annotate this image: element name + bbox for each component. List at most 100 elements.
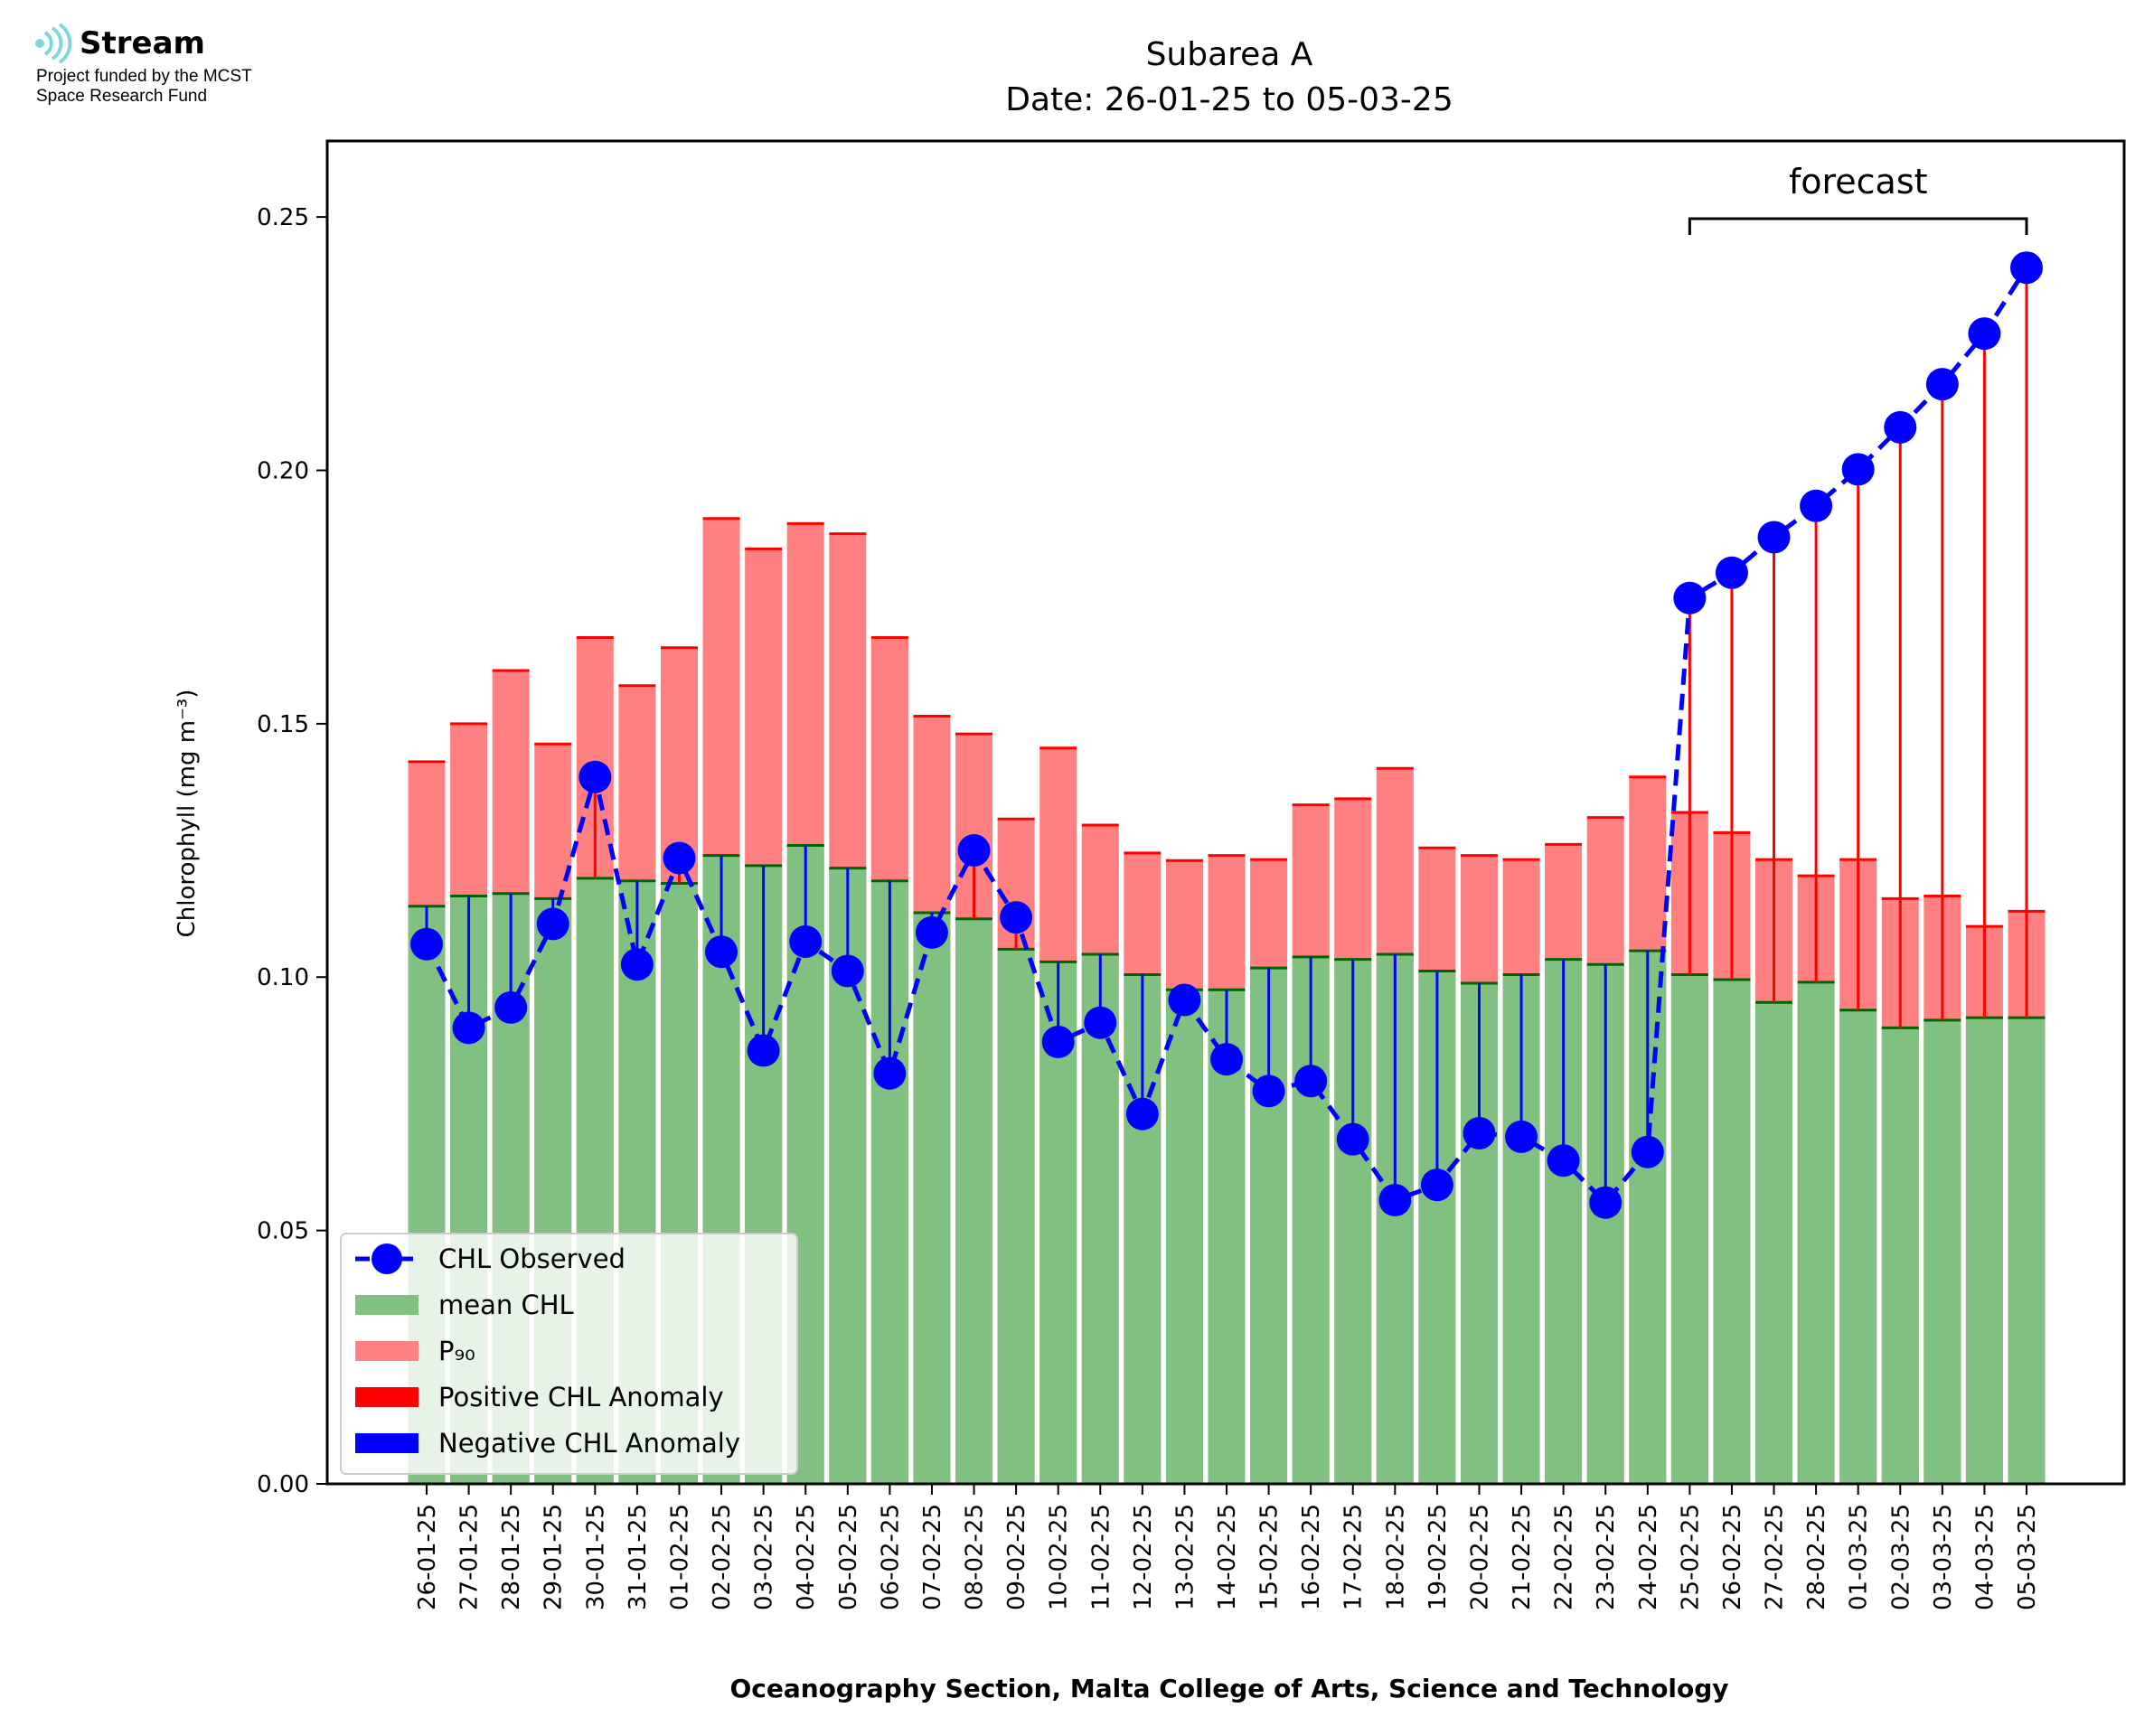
mean-bar-02-03-25 — [1881, 1028, 1919, 1484]
x-tick-label-26-02-25: 26-02-25 — [1719, 1504, 1746, 1610]
legend-marker-chl-observed — [372, 1243, 402, 1274]
x-tick-label-05-03-25: 05-03-25 — [2014, 1504, 2041, 1610]
x-tick-label-14-02-25: 14-02-25 — [1214, 1504, 1241, 1610]
mean-bar-05-03-25 — [2008, 1018, 2046, 1484]
x-tick-label-02-02-25: 02-02-25 — [709, 1504, 736, 1610]
legend-swatch-3 — [355, 1387, 419, 1407]
legend-label-1: mean CHL — [438, 1290, 574, 1320]
mean-bar-03-03-25 — [1924, 1019, 1961, 1484]
mean-bar-25-02-25 — [1670, 974, 1708, 1484]
chl-observed-point-28-02-25 — [1800, 489, 1833, 522]
y-axis-label: Chlorophyll (mg m⁻³) — [174, 690, 201, 938]
chl-observed-point-27-01-25 — [452, 1011, 485, 1045]
x-tick-label-27-02-25: 27-02-25 — [1762, 1504, 1789, 1610]
y-tick-label: 0.25 — [257, 204, 309, 231]
chl-observed-point-05-03-25 — [2010, 251, 2043, 285]
chl-observed-point-02-02-25 — [705, 935, 738, 969]
x-tick-label-04-02-25: 04-02-25 — [793, 1504, 820, 1610]
chl-observed-point-18-02-25 — [1378, 1183, 1412, 1216]
chl-observed-point-20-02-25 — [1463, 1116, 1496, 1150]
mean-bar-27-02-25 — [1755, 1002, 1793, 1484]
x-tick-label-10-02-25: 10-02-25 — [1046, 1504, 1073, 1610]
logo-title: Stream — [80, 25, 205, 61]
x-tick-label-01-02-25: 01-02-25 — [666, 1504, 693, 1610]
x-tick-label-17-02-25: 17-02-25 — [1340, 1504, 1368, 1610]
chl-observed-point-04-03-25 — [1968, 317, 2001, 351]
chl-observed-point-04-02-25 — [789, 924, 823, 958]
x-tick-label-23-02-25: 23-02-25 — [1593, 1504, 1620, 1610]
x-tick-label-02-03-25: 02-03-25 — [1887, 1504, 1914, 1610]
chl-observed-point-21-02-25 — [1505, 1120, 1538, 1153]
mean-bar-11-02-25 — [1081, 954, 1119, 1484]
x-tick-label-06-02-25: 06-02-25 — [877, 1504, 904, 1610]
x-tick-label-28-01-25: 28-01-25 — [498, 1504, 525, 1610]
x-tick-label-08-02-25: 08-02-25 — [962, 1504, 989, 1610]
chl-observed-point-15-02-25 — [1252, 1074, 1285, 1108]
legend-label-2: P₉₀ — [438, 1336, 475, 1366]
chl-observed-point-26-01-25 — [410, 927, 443, 961]
mean-bar-09-02-25 — [997, 949, 1035, 1484]
legend-box — [340, 1233, 798, 1475]
forecast-label: forecast — [1789, 162, 1928, 202]
x-tick-label-13-02-25: 13-02-25 — [1171, 1504, 1199, 1610]
x-tick-label-04-03-25: 04-03-25 — [1971, 1504, 1999, 1610]
x-axis-label: Oceanography Section, Malta College of A… — [729, 1674, 1728, 1703]
chl-observed-point-29-01-25 — [536, 907, 569, 941]
y-tick-label: 0.00 — [257, 1471, 309, 1498]
stream-logo: Stream Project funded by the MCST Space … — [34, 23, 378, 106]
y-tick-label: 0.10 — [257, 964, 309, 991]
x-tick-label-16-02-25: 16-02-25 — [1298, 1504, 1325, 1610]
legend-label-3: Positive CHL Anomaly — [438, 1382, 724, 1412]
mean-bar-28-02-25 — [1797, 981, 1835, 1484]
chl-observed-point-06-02-25 — [873, 1056, 907, 1090]
mean-bar-08-02-25 — [955, 918, 993, 1484]
x-tick-label-24-02-25: 24-02-25 — [1635, 1504, 1662, 1610]
chl-observed-point-26-02-25 — [1715, 556, 1748, 589]
x-tick-label-28-02-25: 28-02-25 — [1803, 1504, 1830, 1610]
x-tick-label-19-02-25: 19-02-25 — [1425, 1504, 1452, 1610]
chl-observed-point-23-02-25 — [1589, 1186, 1623, 1219]
mean-bar-26-02-25 — [1713, 980, 1751, 1484]
x-tick-label-09-02-25: 09-02-25 — [1003, 1504, 1030, 1610]
chl-observed-point-01-02-25 — [663, 841, 696, 875]
x-tick-label-18-02-25: 18-02-25 — [1382, 1504, 1409, 1610]
chl-observed-point-01-03-25 — [1841, 453, 1875, 486]
legend-swatch-2 — [355, 1341, 419, 1361]
chl-observed-point-16-02-25 — [1294, 1065, 1328, 1098]
legend-label-4: Negative CHL Anomaly — [438, 1428, 740, 1459]
y-tick-label: 0.05 — [257, 1218, 309, 1245]
chl-observed-point-30-01-25 — [578, 760, 612, 793]
x-tick-label-29-01-25: 29-01-25 — [541, 1504, 568, 1610]
chl-observed-point-11-02-25 — [1084, 1006, 1117, 1039]
x-tick-label-26-01-25: 26-01-25 — [414, 1504, 441, 1610]
chl-observed-point-10-02-25 — [1041, 1026, 1075, 1059]
x-tick-label-03-03-25: 03-03-25 — [1930, 1504, 1957, 1610]
chl-observed-point-28-01-25 — [494, 990, 528, 1024]
x-tick-label-01-03-25: 01-03-25 — [1846, 1504, 1873, 1610]
x-tick-label-27-01-25: 27-01-25 — [456, 1504, 484, 1610]
mean-bar-04-03-25 — [1965, 1018, 2003, 1484]
x-tick-label-15-02-25: 15-02-25 — [1256, 1504, 1284, 1610]
chl-observed-point-13-02-25 — [1168, 983, 1201, 1017]
chl-observed-point-02-03-25 — [1884, 410, 1917, 444]
x-tick-label-11-02-25: 11-02-25 — [1087, 1504, 1115, 1610]
chl-observed-point-14-02-25 — [1210, 1043, 1243, 1076]
plot-area: 0.00 0.05 0.10 0.15 0.20 0.25 26-01-25 27-01-25… — [257, 139, 2126, 1610]
legend-swatch-1 — [355, 1295, 419, 1315]
logo-funding-line2: Space Research Fund — [36, 87, 208, 106]
chl-observed-point-24-02-25 — [1631, 1135, 1664, 1168]
chl-observed-point-19-02-25 — [1420, 1168, 1453, 1202]
mean-bar-07-02-25 — [913, 913, 951, 1484]
chl-observed-point-22-02-25 — [1547, 1144, 1580, 1178]
mean-bar-13-02-25 — [1165, 990, 1203, 1484]
x-tick-label-21-02-25: 21-02-25 — [1509, 1504, 1536, 1610]
x-tick-label-25-02-25: 25-02-25 — [1677, 1504, 1704, 1610]
x-tick-label-31-01-25: 31-01-25 — [625, 1504, 652, 1610]
x-tick-label-22-02-25: 22-02-25 — [1551, 1504, 1578, 1610]
x-tick-label-03-02-25: 03-02-25 — [751, 1504, 778, 1610]
y-tick-label: 0.15 — [257, 711, 309, 738]
chl-observed-point-07-02-25 — [915, 915, 948, 949]
chl-observed-point-25-02-25 — [1673, 581, 1707, 615]
chl-observed-point-17-02-25 — [1336, 1122, 1369, 1156]
x-tick-label-05-02-25: 05-02-25 — [835, 1504, 862, 1610]
